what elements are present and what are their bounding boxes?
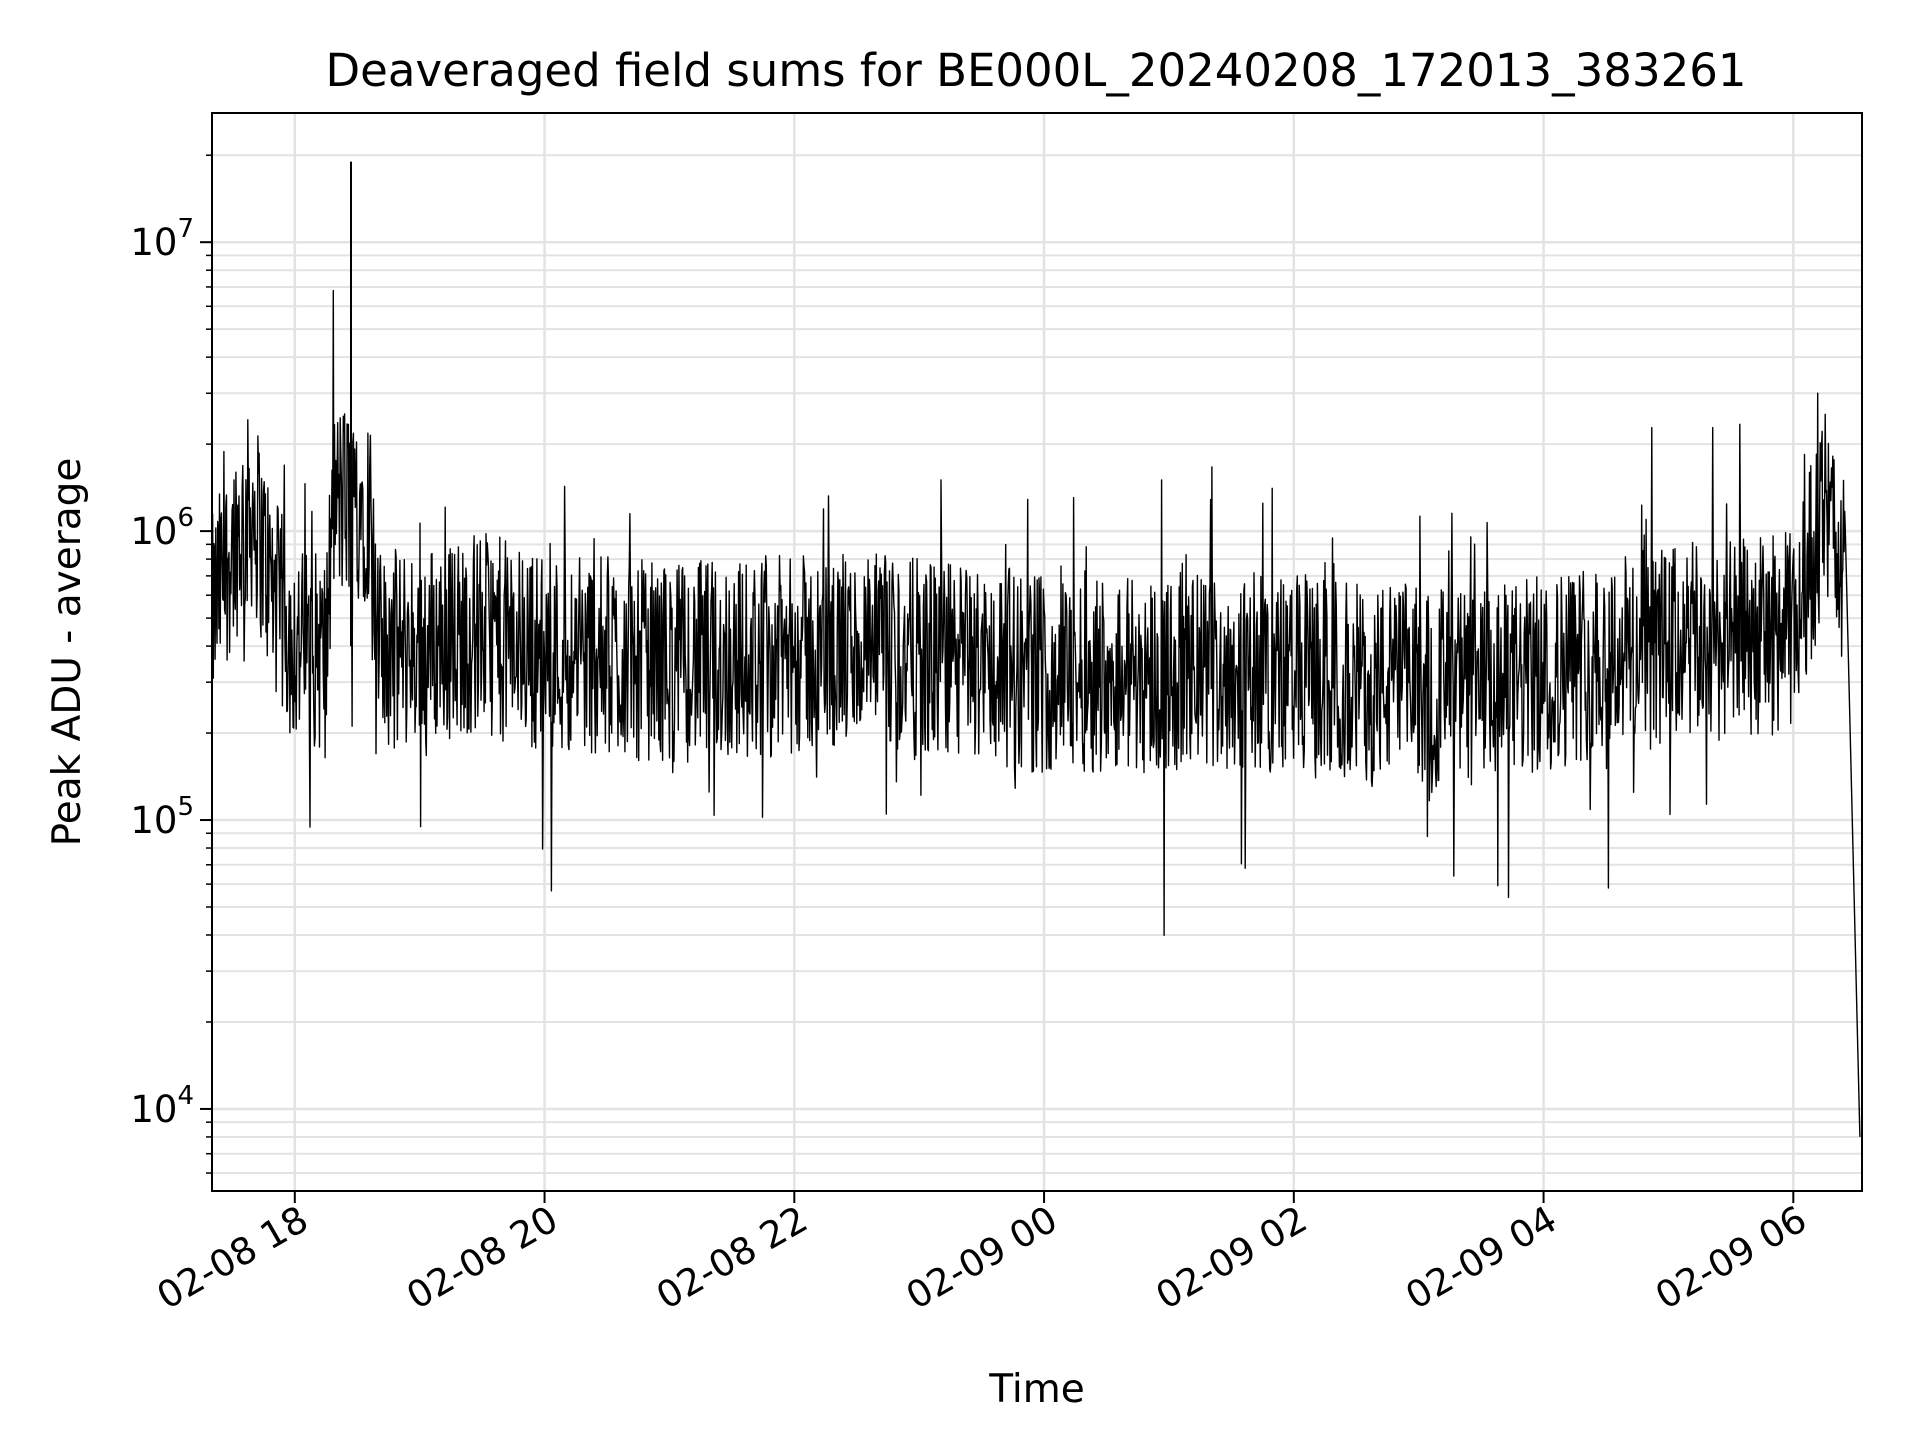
chart-title: Deaveraged field sums for BE000L_2024020…	[326, 44, 1747, 97]
plot-area	[211, 289, 1861, 1137]
x-axis: 02-08 18 02-08 20 02-08 22 02-09 00 02-09 02…	[150, 1191, 1814, 1318]
x-axis-label: Time	[988, 1367, 1084, 1412]
y-tick-label: 107	[130, 214, 194, 264]
x-tick-label: 02-09 00	[899, 1198, 1065, 1318]
x-tick-label: 02-08 22	[649, 1198, 815, 1318]
axes-frame	[211, 112, 1863, 1192]
y-axis-label: Peak ADU - average	[45, 458, 90, 847]
y-tick-label: 106	[130, 503, 194, 553]
y-tick-label: 104	[130, 1081, 194, 1131]
series-line	[211, 289, 1861, 1137]
y-tick-label: 105	[130, 792, 194, 842]
x-tick-label: 02-09 02	[1149, 1198, 1315, 1318]
x-tick-label: 02-08 18	[150, 1198, 316, 1318]
y-axis: 104 105 106 107	[130, 154, 212, 1174]
x-tick-label: 02-08 20	[399, 1198, 565, 1318]
x-tick-label: 02-09 06	[1648, 1198, 1814, 1318]
x-tick-label: 02-09 04	[1398, 1198, 1564, 1318]
